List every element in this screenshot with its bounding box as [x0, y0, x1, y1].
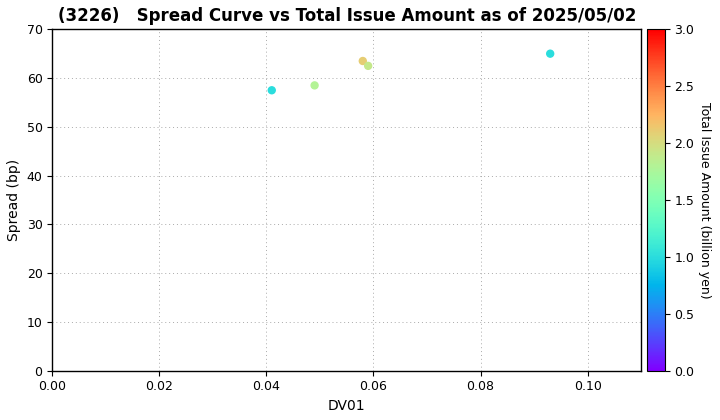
Point	[357, 58, 369, 64]
Y-axis label: Total Issue Amount (billion yen): Total Issue Amount (billion yen)	[698, 102, 711, 298]
Point	[309, 82, 320, 89]
Point	[266, 87, 277, 94]
Y-axis label: Spread (bp): Spread (bp)	[7, 159, 21, 241]
X-axis label: DV01: DV01	[328, 399, 366, 413]
Point	[362, 63, 374, 69]
Point	[544, 50, 556, 57]
Title: (3226)   Spread Curve vs Total Issue Amount as of 2025/05/02: (3226) Spread Curve vs Total Issue Amoun…	[58, 7, 636, 25]
